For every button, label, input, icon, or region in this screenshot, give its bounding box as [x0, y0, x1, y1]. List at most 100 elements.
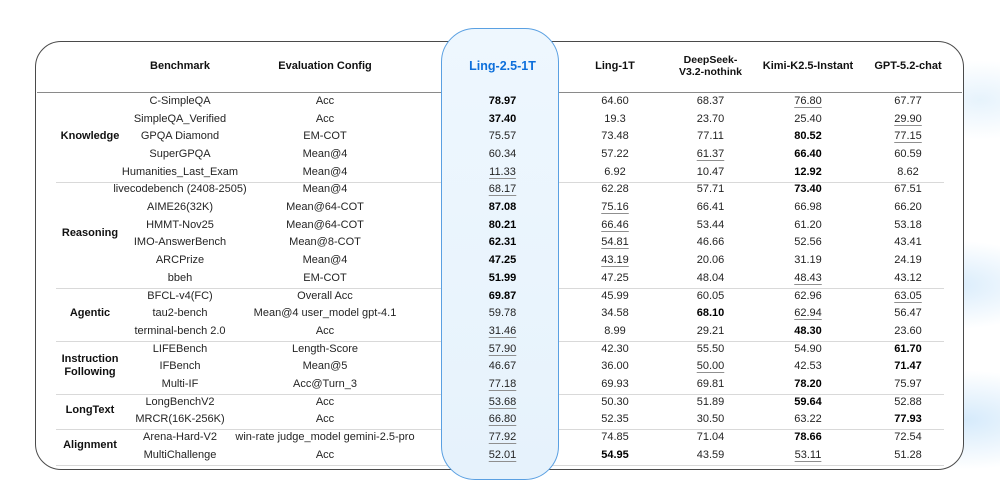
score-cell: 62.31	[488, 236, 517, 249]
benchmark-name: C-SimpleQA	[149, 94, 211, 107]
section-instruction-following: Instruction Following LIFEBench Length-Sco…	[35, 340, 964, 393]
score-cell: 50.00	[696, 360, 725, 373]
category-label: Alignment	[63, 439, 117, 452]
benchmark-name: Arena-Hard-V2	[143, 431, 217, 444]
score-cell: 12.92	[794, 165, 822, 178]
table-row: Multi-IF Acc@Turn_3 77.18 69.93 69.81 78.20 75…	[35, 375, 964, 393]
category-label: Knowledge	[60, 129, 120, 142]
score-cell: 48.43	[794, 271, 822, 284]
section-reasoning: Reasoning livecodebench (2408-2505) Mean@4…	[35, 181, 964, 287]
benchmark-name: tau2-bench	[152, 307, 208, 320]
score-cell: 42.30	[601, 342, 629, 355]
score-cell: 66.40	[794, 147, 822, 160]
score-cell: 54.81	[601, 236, 629, 249]
score-cell: 54.95	[601, 448, 629, 461]
score-cell: 77.15	[894, 130, 922, 143]
eval-config: Acc	[315, 413, 335, 426]
score-cell: 66.46	[601, 218, 629, 231]
category-label: Reasoning	[61, 227, 119, 239]
table-row: HMMT-Nov25 Mean@64-COT 80.21 66.46 53.44 61.2…	[35, 216, 964, 234]
category-label: Instruction Following	[61, 353, 119, 379]
eval-config: Mean@64-COT	[286, 201, 364, 214]
score-cell: 23.60	[894, 324, 922, 337]
score-cell: 19.3	[604, 112, 626, 125]
score-cell: 57.90	[488, 342, 517, 355]
score-cell: 61.20	[794, 218, 822, 231]
score-cell: 53.44	[696, 218, 725, 231]
score-cell: 76.80	[794, 94, 822, 107]
table-content: Benchmark Evaluation Config Ling-2.5-1T L…	[35, 41, 964, 470]
score-cell: 54.90	[794, 342, 822, 355]
score-cell: 29.90	[894, 112, 922, 125]
score-cell: 77.18	[488, 378, 517, 390]
score-cell: 6.92	[604, 165, 626, 178]
score-cell: 50.30	[601, 395, 629, 408]
column-header-kimi-k2-5-instant: Kimi-K2.5-Instant	[762, 59, 854, 72]
eval-config: Mean@4 user_model gpt-4.1	[253, 307, 397, 320]
score-cell: 46.66	[696, 236, 725, 249]
score-cell: 53.18	[894, 218, 922, 231]
eval-config: Length-Score	[291, 342, 359, 355]
score-cell: 51.89	[696, 395, 725, 408]
score-cell: 47.25	[601, 271, 629, 284]
score-cell: 59.64	[794, 395, 822, 408]
table-row: livecodebench (2408-2505) Mean@4 68.17 62.2…	[35, 181, 964, 199]
eval-config: win-rate judge_model gemini-2.5-pro	[235, 431, 415, 444]
eval-config: Acc@Turn_3	[293, 378, 357, 390]
table-row: SimpleQA_Verified Acc 37.40 19.3 23.70 25.40 2…	[35, 110, 964, 128]
eval-config: Acc	[315, 395, 335, 408]
score-cell: 68.17	[488, 183, 517, 196]
benchmark-name: IMO-AnswerBench	[133, 236, 227, 249]
score-cell: 55.50	[696, 342, 725, 355]
score-cell: 75.57	[488, 130, 517, 143]
score-cell: 74.85	[601, 431, 629, 444]
table-row: LongBenchV2 Acc 53.68 50.30 51.89 59.64 52.88	[35, 393, 964, 411]
table-row: MultiChallenge Acc 52.01 54.95 43.59 53.11 51.…	[35, 446, 964, 464]
eval-config: Mean@4	[302, 254, 348, 267]
score-cell: 11.33	[489, 165, 516, 178]
score-cell: 43.19	[601, 254, 629, 267]
score-cell: 67.77	[894, 94, 922, 107]
score-cell: 75.16	[601, 201, 629, 214]
column-header-benchmark: Benchmark	[150, 59, 210, 72]
eval-config: Acc	[315, 94, 335, 107]
score-cell: 69.87	[488, 289, 517, 302]
benchmark-name: AIME26(32K)	[146, 201, 214, 214]
column-header-ling-2-5-1t: Ling-2.5-1T	[469, 58, 536, 73]
table-row: IMO-AnswerBench Mean@8-COT 62.31 54.81 46.66…	[35, 234, 964, 252]
score-cell: 66.98	[794, 201, 822, 214]
score-cell: 43.41	[894, 236, 922, 249]
score-cell: 67.51	[894, 183, 922, 196]
score-cell: 62.28	[601, 183, 629, 196]
eval-config: Mean@4	[302, 183, 348, 196]
score-cell: 64.60	[601, 94, 629, 107]
score-cell: 43.59	[696, 448, 725, 461]
section-longtext: LongText LongBenchV2 Acc 53.68 50.30 51.89 59.…	[35, 393, 964, 428]
table-row: GPQA Diamond EM-COT 75.57 73.48 77.11 80.52 77…	[35, 127, 964, 145]
score-cell: 60.34	[488, 147, 517, 160]
score-cell: 37.40	[488, 112, 517, 125]
benchmark-name: bbeh	[167, 271, 193, 284]
score-cell: 69.93	[601, 378, 629, 390]
score-cell: 73.48	[601, 130, 629, 143]
table-body: Knowledge C-SimpleQA Acc 78.97 64.60 68.37 76.…	[35, 92, 964, 464]
table-row: bbeh EM-COT 51.99 47.25 48.04 48.43 43.12	[35, 269, 964, 287]
score-cell: 36.00	[601, 360, 629, 373]
eval-config: EM-COT	[303, 130, 347, 143]
benchmark-name: LongBenchV2	[145, 395, 215, 408]
score-cell: 87.08	[488, 201, 517, 214]
score-cell: 78.20	[794, 378, 822, 390]
score-cell: 53.68	[488, 395, 517, 408]
section-agentic: Agentic BFCL-v4(FC) Overall Acc 69.87 45.99 6…	[35, 287, 964, 340]
score-cell: 71.04	[696, 431, 725, 444]
score-cell: 75.97	[894, 378, 922, 390]
score-cell: 69.81	[696, 378, 725, 390]
table-row: Humanities_Last_Exam Mean@4 11.33 6.92 10.47…	[35, 163, 964, 181]
table-row: AIME26(32K) Mean@64-COT 87.08 75.16 66.41 66.…	[35, 198, 964, 216]
score-cell: 80.21	[488, 218, 517, 231]
score-cell: 62.96	[794, 289, 822, 302]
score-cell: 46.67	[488, 360, 517, 373]
benchmark-name: HMMT-Nov25	[146, 218, 214, 231]
score-cell: 57.22	[601, 147, 629, 160]
